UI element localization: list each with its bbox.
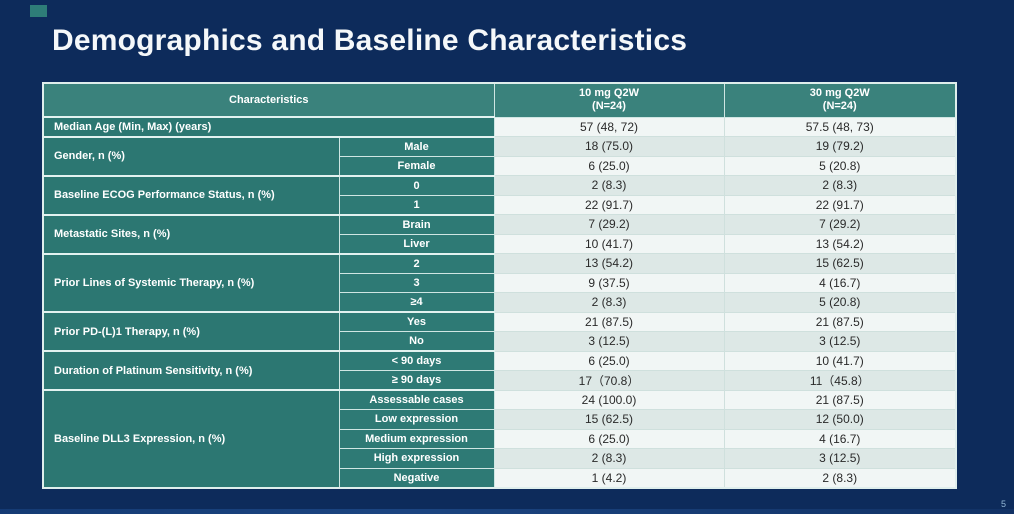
value-cell: 2 (8.3) [493, 175, 725, 196]
value-cell: 6 (25.0) [493, 428, 725, 449]
value-cell: 2 (8.3) [493, 292, 725, 313]
value-cell: 17（70.8） [493, 370, 725, 391]
dose-label-10mg: 10 mg Q2W [579, 87, 639, 100]
value-cell: 10 (41.7) [493, 233, 725, 254]
value-cell: 11（45.8） [723, 370, 957, 391]
sub-label: Male [338, 135, 495, 157]
value-cell: 22 (91.7) [493, 194, 725, 215]
page-title: Demographics and Baseline Characteristic… [52, 24, 688, 57]
n-label-30mg: (N=24) [822, 100, 857, 113]
demographics-table: Characteristics 10 mg Q2W (N=24) 30 mg Q… [42, 82, 957, 489]
table-row: Baseline ECOG Performance Status, n (%) … [42, 174, 957, 215]
table-row: Prior PD-(L)1 Therapy, n (%) Yes 21 (87.… [42, 311, 957, 352]
table-row: Duration of Platinum Sensitivity, n (%) … [42, 350, 957, 391]
sub-label: ≥ 90 days [338, 370, 495, 391]
dose-label-30mg: 30 mg Q2W [809, 87, 870, 100]
sub-label: Female [338, 155, 495, 176]
table-row: Baseline DLL3 Expression, n (%) Assessab… [42, 389, 957, 488]
value-cell: 57 (48, 72) [493, 116, 725, 137]
table-body: Median Age (Min, Max) (years) 57 (48, 72… [42, 116, 957, 488]
sub-label: Yes [338, 311, 495, 332]
value-cell: 15 (62.5) [723, 253, 957, 274]
table-row: Female 6 (25.0) 5 (20.8) [43, 155, 957, 176]
sub-label: Medium expression [338, 428, 495, 449]
value-cell: 22 (91.7) [723, 194, 957, 215]
sub-label: Negative [338, 467, 495, 488]
table-row: Median Age (Min, Max) (years) 57 (48, 72… [42, 116, 957, 137]
sub-label: 3 [338, 272, 495, 293]
value-cell: 3 (12.5) [723, 448, 957, 469]
sub-label: ≥4 [338, 292, 495, 313]
value-cell: 5 (20.8) [723, 292, 957, 313]
value-cell: 21 (87.5) [723, 389, 957, 410]
table-row: Liver 10 (41.7) 13 (54.2) [43, 233, 957, 254]
value-cell: 18 (75.0) [493, 136, 725, 157]
table-row: 1 22 (91.7) 22 (91.7) [43, 194, 957, 215]
table-row: Metastatic Sites, n (%) Brain 7 (29.2) 7… [42, 213, 957, 254]
sub-label: 2 [338, 252, 495, 274]
table-row: 3 9 (37.5) 4 (16.7) [43, 272, 957, 293]
row-label-ecog: Baseline ECOG Performance Status, n (%) [42, 174, 340, 215]
column-header-30mg: 30 mg Q2W (N=24) [723, 82, 957, 118]
table-row: Low expression 15 (62.5) 12 (50.0) [43, 409, 957, 430]
sub-label: 1 [338, 194, 495, 215]
value-cell: 6 (25.0) [493, 350, 725, 371]
row-label-metastatic-sites: Metastatic Sites, n (%) [42, 213, 340, 254]
value-cell: 4 (16.7) [723, 428, 957, 449]
value-cell: 3 (12.5) [493, 331, 725, 352]
table-row: Gender, n (%) Male 18 (75.0) 19 (79.2) [42, 135, 957, 176]
value-cell: 57.5 (48, 73) [723, 116, 957, 137]
row-label-prior-pdl1: Prior PD-(L)1 Therapy, n (%) [42, 311, 340, 352]
sub-label: No [338, 331, 495, 352]
row-label-median-age: Median Age (Min, Max) (years) [42, 116, 495, 137]
page-number: 5 [1000, 499, 1006, 509]
column-header-characteristics: Characteristics [42, 82, 495, 118]
value-cell: 3 (12.5) [723, 331, 957, 352]
sub-label: Assessable cases [338, 389, 495, 410]
value-cell: 13 (54.2) [493, 253, 725, 274]
row-label-gender: Gender, n (%) [42, 135, 340, 176]
table-row: Prior Lines of Systemic Therapy, n (%) 2… [42, 252, 957, 313]
table-row: ≥ 90 days 17（70.8） 11（45.8） [43, 370, 957, 391]
value-cell: 1 (4.2) [493, 467, 725, 488]
value-cell: 5 (20.8) [723, 155, 957, 176]
value-cell: 7 (29.2) [493, 214, 725, 235]
value-cell: 2 (8.3) [723, 467, 957, 488]
table-header: Characteristics 10 mg Q2W (N=24) 30 mg Q… [42, 82, 957, 118]
row-label-prior-lines: Prior Lines of Systemic Therapy, n (%) [42, 252, 340, 313]
sub-label: Brain [338, 213, 495, 235]
header-row: Characteristics 10 mg Q2W (N=24) 30 mg Q… [42, 82, 957, 118]
value-cell: 15 (62.5) [493, 409, 725, 430]
value-cell: 9 (37.5) [493, 272, 725, 293]
sub-label: Low expression [338, 409, 495, 430]
row-label-platinum-sensitivity: Duration of Platinum Sensitivity, n (%) [42, 350, 340, 391]
value-cell: 4 (16.7) [723, 272, 957, 293]
table-row: Medium expression 6 (25.0) 4 (16.7) [43, 428, 957, 449]
sub-label: High expression [338, 448, 495, 469]
value-cell: 13 (54.2) [723, 233, 957, 254]
sub-label: < 90 days [338, 350, 495, 371]
accent-square [30, 5, 47, 17]
value-cell: 6 (25.0) [493, 155, 725, 176]
value-cell: 24 (100.0) [493, 389, 725, 410]
value-cell: 19 (79.2) [723, 136, 957, 157]
table-row: ≥4 2 (8.3) 5 (20.8) [43, 292, 957, 313]
n-label-10mg: (N=24) [592, 100, 626, 113]
bottom-glow [0, 509, 1014, 514]
sub-label: Liver [338, 233, 495, 254]
row-label-dll3-expression: Baseline DLL3 Expression, n (%) [42, 389, 340, 488]
sub-label: 0 [338, 174, 495, 196]
value-cell: 12 (50.0) [723, 409, 957, 430]
value-cell: 2 (8.3) [493, 448, 725, 469]
value-cell: 21 (87.5) [493, 311, 725, 332]
value-cell: 21 (87.5) [723, 311, 957, 332]
table-row: Negative 1 (4.2) 2 (8.3) [43, 467, 957, 488]
value-cell: 7 (29.2) [723, 214, 957, 235]
value-cell: 2 (8.3) [723, 175, 957, 196]
column-header-10mg: 10 mg Q2W (N=24) [493, 82, 725, 118]
value-cell: 10 (41.7) [723, 350, 957, 371]
